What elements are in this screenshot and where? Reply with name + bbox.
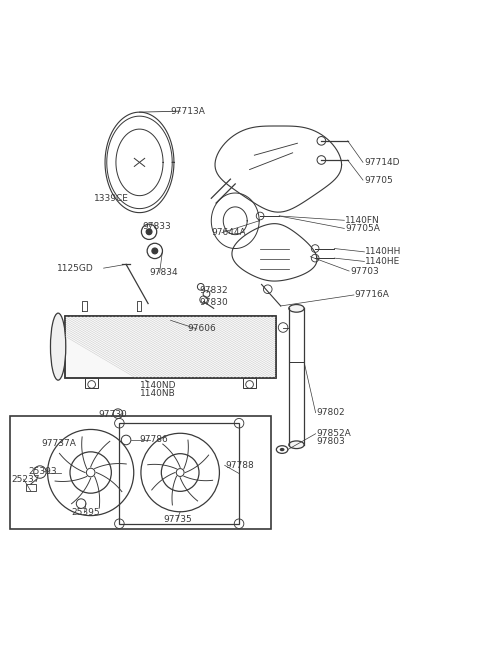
- Text: 1140HE: 1140HE: [365, 257, 401, 266]
- Text: 1140HH: 1140HH: [365, 248, 402, 256]
- Text: 97802: 97802: [317, 408, 345, 417]
- Circle shape: [146, 229, 152, 234]
- Bar: [10, 415, 271, 529]
- Text: 97737A: 97737A: [41, 439, 76, 448]
- Text: 97716A: 97716A: [355, 290, 390, 299]
- Text: 25395: 25395: [72, 508, 100, 517]
- Ellipse shape: [280, 448, 285, 451]
- Bar: [85, 378, 98, 388]
- Text: 97644A: 97644A: [211, 228, 246, 237]
- Text: 97803: 97803: [317, 438, 345, 447]
- Bar: [120, 423, 239, 524]
- Text: 97786: 97786: [140, 436, 168, 445]
- Text: 97714D: 97714D: [364, 158, 400, 167]
- Ellipse shape: [50, 313, 66, 380]
- Bar: [65, 316, 276, 378]
- Text: 97852A: 97852A: [317, 429, 351, 438]
- Text: 97730: 97730: [99, 410, 128, 419]
- Text: 97713A: 97713A: [170, 107, 205, 116]
- Text: 25237: 25237: [12, 475, 40, 484]
- Text: 97834: 97834: [149, 269, 178, 278]
- Text: 1140ND: 1140ND: [140, 381, 176, 390]
- Bar: [65, 316, 276, 378]
- Text: 97788: 97788: [226, 461, 254, 470]
- Text: 97833: 97833: [142, 221, 170, 231]
- Text: 97606: 97606: [187, 324, 216, 333]
- Bar: [65, 316, 276, 378]
- Text: 25393: 25393: [28, 466, 57, 476]
- Text: 97703: 97703: [350, 267, 379, 276]
- Text: 1140FN: 1140FN: [345, 215, 380, 225]
- Bar: [243, 378, 256, 388]
- Circle shape: [152, 248, 157, 253]
- Text: 1339CE: 1339CE: [94, 194, 129, 203]
- Text: 97705A: 97705A: [345, 224, 380, 233]
- Text: 97832: 97832: [199, 286, 228, 295]
- Text: 1125GD: 1125GD: [57, 264, 94, 272]
- Text: 97705: 97705: [364, 176, 393, 185]
- Text: 1140NB: 1140NB: [140, 389, 175, 398]
- Text: 97735: 97735: [163, 515, 192, 525]
- Ellipse shape: [289, 305, 304, 312]
- Text: 97830: 97830: [199, 297, 228, 307]
- Ellipse shape: [289, 441, 304, 449]
- Bar: [26, 484, 36, 491]
